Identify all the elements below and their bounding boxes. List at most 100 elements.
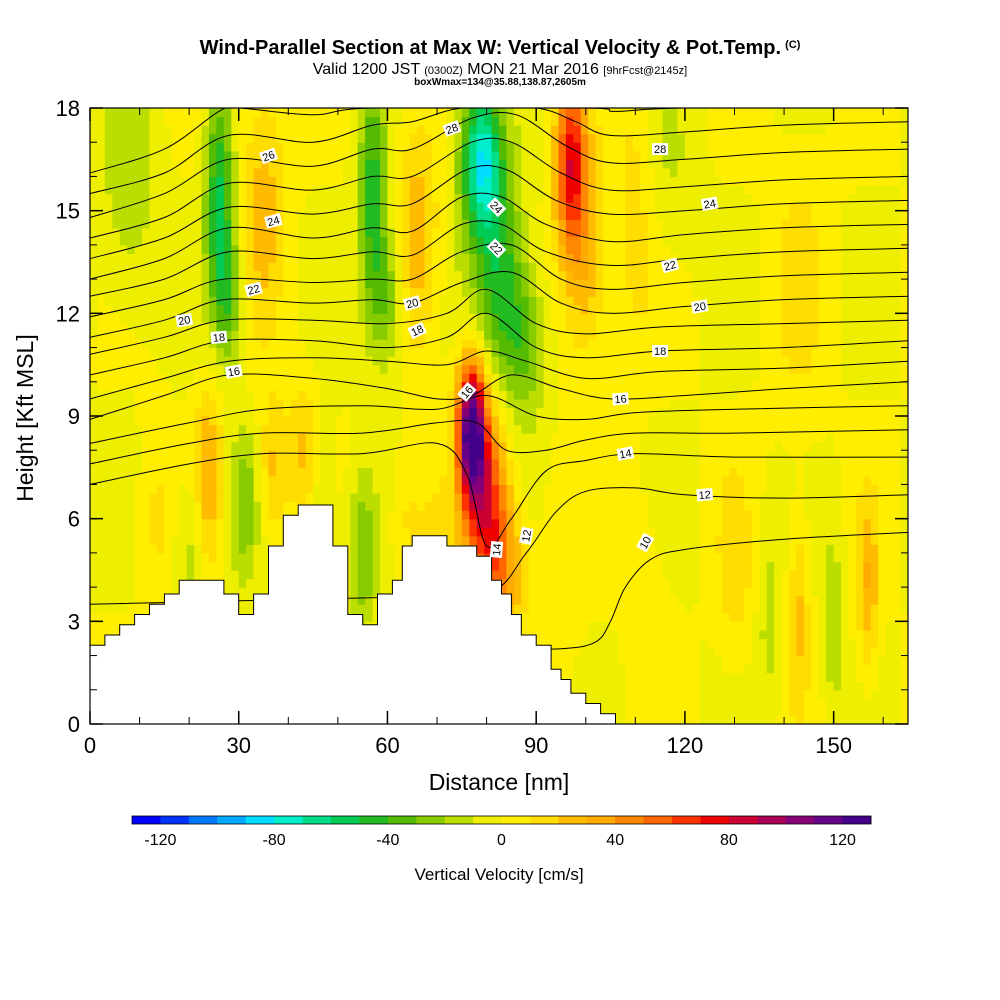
velocity-cell — [565, 279, 574, 289]
velocity-cell — [528, 287, 537, 297]
velocity-cell — [402, 125, 411, 135]
velocity-cell — [409, 416, 418, 426]
velocity-cell — [320, 236, 329, 246]
velocity-cell — [127, 219, 136, 229]
velocity-cell — [164, 227, 173, 237]
velocity-cell — [461, 527, 470, 537]
velocity-cell — [380, 287, 389, 297]
velocity-cell — [238, 142, 247, 152]
velocity-cell — [253, 116, 262, 126]
velocity-cell — [506, 321, 515, 332]
velocity-cell — [454, 467, 463, 477]
velocity-cell — [194, 313, 203, 323]
velocity-cell — [454, 202, 463, 212]
velocity-cell — [194, 304, 203, 314]
velocity-cell — [208, 150, 218, 160]
velocity-cell — [461, 185, 470, 195]
velocity-cell — [484, 219, 493, 229]
velocity-cell — [342, 185, 351, 195]
velocity-cell — [588, 578, 597, 588]
velocity-cell — [142, 150, 151, 160]
velocity-cell — [409, 176, 418, 186]
velocity-cell — [320, 424, 329, 434]
velocity-cell — [268, 313, 277, 323]
velocity-cell — [149, 125, 158, 135]
velocity-cell — [268, 116, 277, 126]
velocity-cell — [313, 244, 322, 255]
velocity-cell — [253, 108, 262, 118]
velocity-cell — [171, 544, 180, 554]
velocity-cell — [595, 501, 604, 511]
velocity-cell — [543, 527, 552, 537]
velocity-cell — [491, 390, 500, 400]
velocity-cell — [521, 236, 530, 246]
velocity-cell — [380, 159, 389, 169]
velocity-cell — [179, 193, 188, 203]
velocity-cell — [275, 244, 284, 255]
velocity-cell — [558, 467, 567, 477]
velocity-cell — [283, 219, 292, 229]
velocity-cell — [402, 510, 411, 520]
velocity-cell — [499, 227, 508, 237]
velocity-cell — [476, 518, 485, 528]
velocity-cell — [290, 253, 299, 263]
velocity-cell — [588, 681, 597, 691]
velocity-cell — [246, 407, 255, 417]
velocity-cell — [595, 664, 604, 674]
velocity-cell — [208, 176, 218, 186]
velocity-cell — [380, 433, 389, 443]
velocity-cell — [573, 313, 582, 323]
velocity-cell — [313, 219, 322, 229]
velocity-cell — [491, 518, 500, 528]
velocity-cell — [513, 484, 522, 494]
velocity-cell — [528, 227, 537, 237]
velocity-cell — [238, 373, 247, 383]
velocity-cell — [484, 535, 493, 545]
velocity-cell — [536, 518, 545, 528]
velocity-cell — [216, 227, 225, 237]
velocity-cell — [528, 313, 537, 323]
velocity-cell — [149, 552, 158, 563]
velocity-cell — [558, 672, 567, 682]
velocity-cell — [565, 621, 574, 631]
velocity-cell — [335, 535, 344, 545]
velocity-cell — [417, 356, 426, 366]
velocity-cell — [104, 185, 113, 195]
velocity-cell — [350, 458, 359, 468]
velocity-cell — [179, 270, 188, 280]
velocity-cell — [149, 321, 158, 332]
velocity-cell — [156, 167, 165, 178]
velocity-cell — [142, 450, 151, 460]
velocity-cell — [112, 493, 121, 503]
velocity-cell — [380, 398, 389, 409]
velocity-cell — [112, 159, 121, 169]
velocity-cell — [350, 433, 359, 443]
velocity-cell — [156, 441, 165, 451]
velocity-cell — [461, 133, 470, 143]
velocity-cell — [194, 262, 203, 272]
velocity-cell — [588, 484, 597, 494]
velocity-cell — [365, 210, 374, 220]
velocity-cell — [580, 381, 589, 391]
velocity-cell — [164, 279, 173, 289]
velocity-cell — [261, 236, 270, 246]
velocity-cell — [97, 202, 106, 212]
velocity-cell — [506, 236, 515, 246]
velocity-cell — [365, 253, 374, 263]
velocity-cell — [127, 287, 136, 297]
velocity-cell — [387, 116, 396, 126]
velocity-cell — [134, 142, 143, 152]
velocity-cell — [365, 150, 374, 160]
velocity-cell — [350, 484, 359, 494]
velocity-cell — [179, 304, 188, 314]
velocity-cell — [320, 390, 329, 400]
velocity-cell — [521, 193, 530, 203]
velocity-cell — [171, 347, 180, 357]
velocity-cell — [290, 125, 299, 135]
velocity-cell — [305, 339, 314, 349]
velocity-cell — [543, 407, 552, 417]
velocity-cell — [521, 202, 530, 212]
velocity-cell — [201, 416, 210, 426]
velocity-cell — [491, 493, 500, 503]
velocity-cell — [595, 604, 604, 614]
